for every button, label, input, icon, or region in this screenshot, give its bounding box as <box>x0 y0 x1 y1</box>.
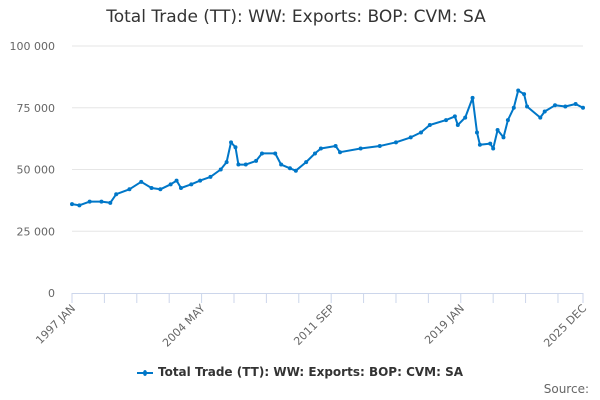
data-point <box>312 151 317 156</box>
source-label: Source: <box>543 382 589 396</box>
data-point <box>198 178 203 183</box>
data-point <box>87 199 92 204</box>
data-point <box>538 115 543 120</box>
y-tick-label: 75 000 <box>17 102 56 115</box>
data-point <box>553 103 558 108</box>
data-point <box>208 174 213 179</box>
y-tick-label: 100 000 <box>10 40 56 53</box>
data-point <box>236 162 241 167</box>
data-point <box>279 162 284 167</box>
data-point <box>318 146 323 151</box>
data-point <box>287 166 292 171</box>
data-point <box>488 141 493 146</box>
data-point <box>377 144 382 149</box>
data-point <box>304 160 309 165</box>
data-point <box>455 123 460 128</box>
data-point <box>474 130 479 135</box>
y-tick-label: 0 <box>48 287 55 300</box>
legend-series-marker <box>136 369 153 376</box>
data-point <box>573 102 578 107</box>
data-point <box>233 145 238 150</box>
data-point <box>338 150 343 155</box>
chart-title: Total Trade (TT): WW: Exports: BOP: CVM:… <box>106 7 486 27</box>
data-point <box>522 92 527 97</box>
data-point <box>491 146 496 151</box>
data-point <box>542 109 547 114</box>
x-tick-label: 2025 DEC <box>541 302 589 350</box>
data-point <box>174 178 179 183</box>
data-point <box>273 151 278 156</box>
data-point <box>358 146 363 151</box>
legend[interactable]: Total Trade (TT): WW: Exports: BOP: CVM:… <box>0 365 600 379</box>
data-point <box>139 179 144 184</box>
data-point <box>178 186 183 191</box>
data-point <box>168 182 173 187</box>
data-point <box>525 104 530 109</box>
data-point <box>505 118 510 123</box>
x-tick-label: 2004 MAY <box>160 302 208 350</box>
data-point <box>495 127 500 132</box>
data-point <box>463 115 468 120</box>
legend-series-label: Total Trade (TT): WW: Exports: BOP: CVM:… <box>157 365 464 379</box>
data-point <box>470 95 475 100</box>
data-point <box>99 199 104 204</box>
data-point <box>243 162 248 167</box>
data-point <box>108 200 113 205</box>
data-point <box>477 142 482 147</box>
data-point <box>511 105 516 110</box>
y-tick-label: 25 000 <box>17 225 56 238</box>
data-point <box>452 114 457 119</box>
data-point <box>427 123 432 128</box>
data-point <box>419 130 424 135</box>
data-point <box>581 105 585 110</box>
data-point <box>259 151 264 156</box>
data-point <box>293 168 298 173</box>
data-point <box>77 203 82 208</box>
x-tick-label: 2011 SEP <box>291 302 337 348</box>
data-point <box>393 140 398 145</box>
data-point <box>158 187 163 192</box>
data-point <box>149 186 154 191</box>
data-point <box>501 135 506 140</box>
data-point <box>516 88 521 93</box>
data-point <box>333 144 338 149</box>
data-point <box>224 160 229 165</box>
data-point <box>70 202 74 207</box>
data-point <box>254 158 259 163</box>
y-tick-label: 50 000 <box>17 164 56 177</box>
data-point <box>229 140 234 145</box>
x-tick-label: 1997 JAN <box>33 302 78 347</box>
data-point <box>444 118 449 123</box>
data-point <box>127 187 132 192</box>
x-tick-label: 2019 JAN <box>422 302 467 347</box>
data-point <box>189 182 194 187</box>
data-point <box>114 192 119 197</box>
data-point <box>563 104 568 109</box>
data-point <box>408 135 413 140</box>
data-point <box>218 167 223 172</box>
